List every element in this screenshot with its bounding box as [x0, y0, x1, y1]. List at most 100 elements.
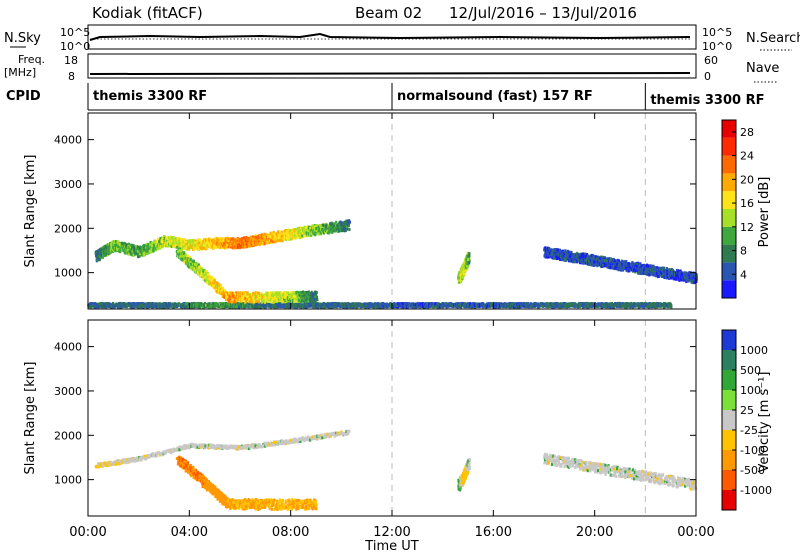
scatter-cell	[370, 302, 373, 306]
scatter-cell	[141, 250, 144, 254]
scatter-cell	[227, 245, 230, 249]
scatter-cell	[445, 301, 448, 305]
scatter-cell	[669, 303, 672, 307]
scatter-cell	[189, 259, 192, 263]
scatter-cell	[446, 304, 449, 308]
scatter-cell	[172, 238, 175, 242]
scatter-cell	[255, 241, 258, 245]
scatter-cell	[305, 302, 308, 306]
scatter-cell	[97, 249, 100, 253]
scatter-cell	[273, 232, 276, 236]
scatter-cell	[237, 305, 241, 309]
scatter-cell	[554, 305, 557, 309]
freq-strip-frame	[87, 53, 697, 79]
scatter-cell	[459, 304, 462, 308]
scatter-cell	[241, 237, 244, 241]
scatter-cell	[589, 302, 593, 306]
scatter-cell	[96, 251, 99, 255]
scatter-cell	[189, 242, 192, 246]
scatter-cell	[243, 245, 247, 249]
scatter-cell	[129, 249, 132, 253]
scatter-cell	[213, 241, 216, 245]
scatter-cell	[139, 302, 142, 306]
scatter-cell	[557, 302, 560, 306]
scatter-cell	[217, 238, 220, 242]
scatter-cell	[198, 265, 201, 269]
scatter-cell	[174, 245, 178, 249]
scatter-cell	[611, 302, 614, 306]
scatter-cell	[329, 305, 333, 309]
scatter-cell	[132, 245, 135, 249]
scatter-cell	[294, 229, 297, 233]
scatter-cell	[212, 242, 215, 246]
scatter-cell	[434, 302, 437, 306]
scatter-cell	[194, 244, 197, 248]
scatter-cell	[312, 302, 315, 306]
scatter-cell	[100, 253, 104, 257]
scatter-cell	[234, 238, 237, 242]
scatter-cell	[374, 305, 378, 309]
scatter-cell	[155, 240, 159, 244]
scatter-cell	[192, 260, 195, 264]
scatter-cell	[410, 304, 414, 308]
scatter-cell	[219, 245, 222, 249]
scatter-cell	[273, 305, 276, 309]
scatter-cell	[208, 241, 211, 245]
scatter-cell	[102, 247, 105, 251]
scatter-cell	[153, 239, 157, 243]
scatter-cell	[122, 249, 125, 253]
scatter-cell	[538, 304, 541, 308]
scatter-cell	[612, 305, 616, 309]
scatter-cell	[315, 304, 318, 308]
scatter-cell	[197, 303, 200, 307]
scatter-cell	[281, 239, 284, 243]
scatter-cell	[646, 304, 649, 308]
scatter-cell	[317, 226, 321, 230]
scatter-cell	[323, 228, 326, 232]
scatter-cell	[124, 242, 127, 246]
cpid-segment-label: themis 3300 RF	[93, 89, 207, 104]
scatter-cell	[125, 243, 128, 247]
scatter-cell	[163, 236, 166, 240]
scatter-cell	[611, 304, 614, 308]
scatter-cell	[308, 302, 311, 306]
scatter-cell	[300, 303, 303, 307]
scatter-cell	[588, 304, 592, 308]
scatter-cell	[190, 239, 193, 243]
scatter-cell	[289, 229, 293, 233]
scatter-cell	[209, 237, 212, 241]
scatter-cell	[512, 303, 515, 307]
scatter-cell	[332, 226, 335, 230]
scatter-cell	[204, 244, 208, 248]
scatter-cell	[296, 234, 300, 238]
scatter-cell	[535, 302, 538, 306]
scatter-cell	[305, 231, 308, 235]
scatter-cell	[268, 235, 272, 239]
scatter-cell	[214, 236, 217, 240]
scatter-cell	[427, 305, 430, 309]
scatter-cell	[578, 302, 582, 306]
scatter-cell	[305, 227, 308, 231]
scatter-cell	[225, 246, 228, 250]
scatter-cell	[279, 239, 282, 243]
scatter-cell	[379, 302, 382, 306]
scatter-cell	[264, 234, 267, 238]
scatter-cell	[578, 304, 582, 308]
scatter-cell	[337, 230, 340, 234]
scatter-cell	[128, 242, 131, 246]
scatter-cell	[380, 304, 384, 308]
scatter-cell	[292, 232, 295, 236]
scatter-cell	[547, 303, 550, 307]
scatter-cell	[194, 271, 198, 275]
scatter-cell	[174, 243, 177, 247]
scatter-cell	[205, 303, 208, 307]
scatter-cell	[189, 266, 193, 270]
scatter-cell	[584, 305, 587, 309]
scatter-cell	[191, 240, 195, 244]
scatter-cell	[325, 223, 328, 227]
scatter-cell	[239, 304, 243, 308]
scatter-cell	[470, 304, 473, 308]
scatter-cell	[196, 271, 200, 275]
scatter-cell	[309, 226, 312, 230]
scatter-cell	[98, 302, 101, 306]
